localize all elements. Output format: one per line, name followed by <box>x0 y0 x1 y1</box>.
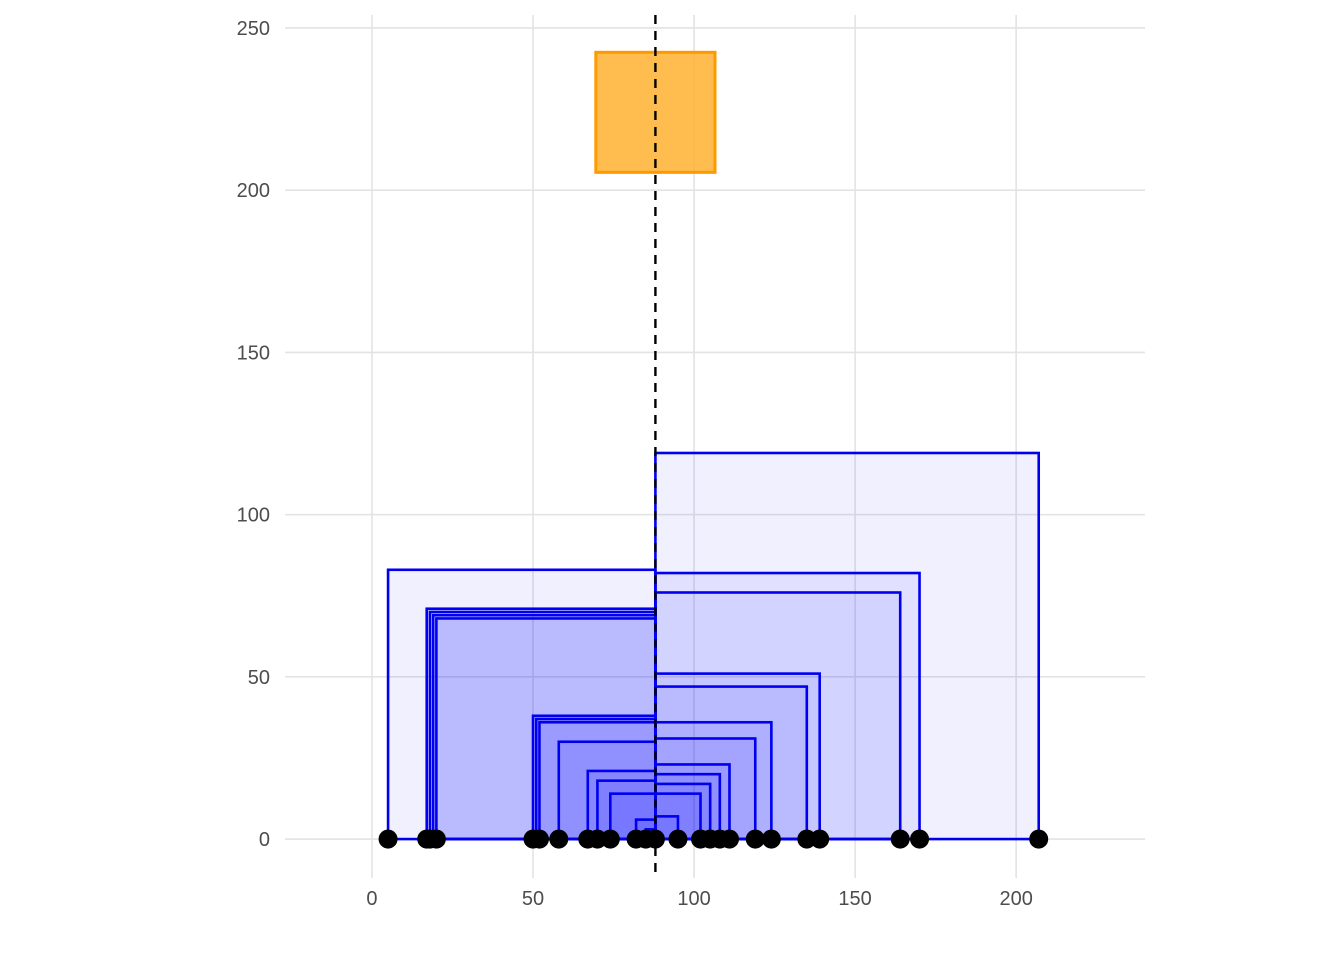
y-tick-label: 200 <box>237 180 270 202</box>
distance-square-left <box>557 740 657 841</box>
data-point <box>426 829 446 849</box>
y-tick-label: 150 <box>237 342 270 364</box>
x-axis-tick-labels: 0 50 100 150 200 <box>366 888 1032 910</box>
x-tick-label: 50 <box>522 888 544 910</box>
data-points <box>378 829 1049 849</box>
data-point <box>668 829 688 849</box>
data-point <box>1029 829 1049 849</box>
distance-square-left <box>431 613 657 841</box>
distance-square-right <box>654 685 809 841</box>
y-tick-label: 50 <box>248 667 270 689</box>
x-tick-label: 100 <box>677 888 710 910</box>
data-point <box>719 829 739 849</box>
data-point <box>745 829 765 849</box>
data-point <box>600 829 620 849</box>
y-tick-label: 0 <box>259 829 270 851</box>
y-tick-label: 250 <box>237 18 270 40</box>
data-point <box>810 829 830 849</box>
data-point <box>645 829 665 849</box>
distance-squares <box>386 451 1041 841</box>
data-point <box>378 829 398 849</box>
data-point <box>529 829 549 849</box>
distance-square-right <box>654 763 731 841</box>
y-axis-tick-labels: 0 50 100 150 200 250 <box>237 18 270 851</box>
distance-square-right <box>654 672 821 841</box>
distance-square-right <box>654 451 1041 841</box>
data-point <box>761 829 781 849</box>
distance-square-left <box>425 607 657 841</box>
distance-square-right <box>654 571 921 841</box>
data-point <box>910 829 930 849</box>
data-point <box>890 829 910 849</box>
distance-square-left <box>435 617 657 841</box>
y-tick-label: 100 <box>237 505 270 527</box>
distance-square-left <box>428 610 657 841</box>
x-tick-label: 200 <box>999 888 1032 910</box>
x-tick-label: 0 <box>366 888 377 910</box>
data-point <box>549 829 569 849</box>
x-tick-label: 150 <box>838 888 871 910</box>
